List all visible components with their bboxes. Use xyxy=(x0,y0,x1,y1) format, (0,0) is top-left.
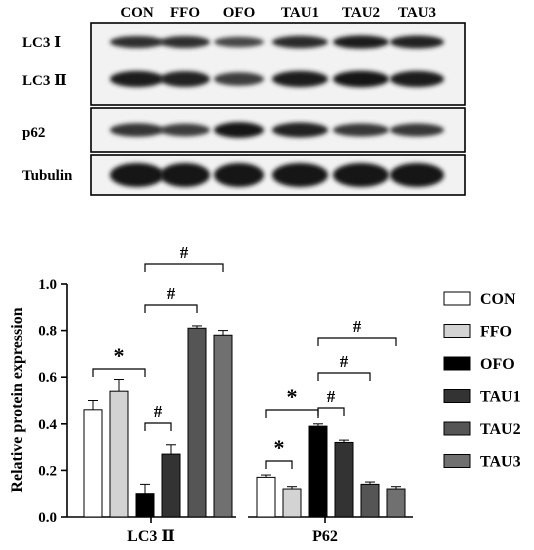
significance-label: * xyxy=(274,435,285,460)
blot-band xyxy=(333,35,389,49)
blot-band xyxy=(390,35,444,49)
blot-band xyxy=(333,163,389,187)
legend-label: FFO xyxy=(480,324,512,341)
significance-label: # xyxy=(327,387,336,406)
lane-label: CON xyxy=(120,5,154,21)
blot-band xyxy=(110,163,164,187)
significance-label: * xyxy=(287,384,298,409)
bar xyxy=(334,441,354,518)
significance-label: # xyxy=(340,352,349,371)
blot-panel xyxy=(90,22,466,106)
lane-label: TAU2 xyxy=(342,5,380,21)
blot-band xyxy=(110,35,164,49)
x-tick-label: P62 xyxy=(312,528,338,545)
y-tick-label: 1.0 xyxy=(38,277,57,293)
blot-row-label: LC3 Ⅰ xyxy=(22,35,61,51)
blot-band xyxy=(160,163,210,187)
significance-bracket xyxy=(144,263,224,272)
bar xyxy=(213,334,233,518)
y-tick-label: 0.8 xyxy=(38,324,57,340)
significance-bracket xyxy=(317,407,345,416)
blot-band xyxy=(110,70,164,88)
significance-bracket xyxy=(265,409,319,418)
legend-label: CON xyxy=(480,291,516,308)
blot-band xyxy=(272,122,328,138)
legend-label: OFO xyxy=(480,356,515,373)
y-tick-label: 0.6 xyxy=(38,370,57,386)
blot-band xyxy=(390,163,444,187)
bar xyxy=(256,476,276,518)
blot-band xyxy=(390,70,444,88)
blot-band xyxy=(272,70,328,88)
blot-band xyxy=(110,123,164,137)
lane-label: OFO xyxy=(223,5,256,21)
bar xyxy=(308,425,328,518)
bar xyxy=(360,483,380,518)
y-axis-label: Relative protein expression xyxy=(9,307,26,492)
lane-label: TAU3 xyxy=(398,5,436,21)
bar-chart: 0.0 0.2 0.4 0.6 0.8 1.0 Relative protein expre… xyxy=(9,243,521,545)
western-blot: CON FFO OFO TAU1 TAU2 TAU3 LC3 Ⅰ LC3 Ⅱ p62 Tubuli… xyxy=(22,5,466,196)
significance-label: * xyxy=(114,343,125,368)
blot-band xyxy=(160,35,210,49)
significance-label: # xyxy=(154,402,163,421)
x-tick-label: LC3 Ⅱ xyxy=(127,528,175,545)
blot-band xyxy=(214,122,264,138)
bar xyxy=(282,488,302,518)
blot-band xyxy=(272,163,328,187)
legend-swatch xyxy=(443,421,471,436)
y-tick-label: 0.0 xyxy=(38,510,57,526)
blot-band xyxy=(272,35,328,49)
lane-label: TAU1 xyxy=(281,5,319,21)
bar xyxy=(83,409,103,518)
legend-swatch xyxy=(443,291,471,306)
bar xyxy=(161,453,181,518)
blot-band xyxy=(214,36,264,48)
blot-band xyxy=(160,123,210,137)
significance-bracket xyxy=(92,368,146,377)
y-tick-label: 0.2 xyxy=(38,463,57,479)
bar xyxy=(187,327,207,518)
significance-bracket xyxy=(265,460,293,469)
blot-band xyxy=(160,71,210,87)
blot-band xyxy=(214,163,264,187)
significance-label: # xyxy=(353,317,362,336)
legend-swatch xyxy=(443,324,471,338)
bar xyxy=(109,390,129,518)
legend-label: TAU2 xyxy=(480,421,521,438)
bar xyxy=(386,488,406,518)
significance-bracket xyxy=(317,337,397,346)
significance-bracket xyxy=(144,304,198,313)
blot-row-label: LC3 Ⅱ xyxy=(22,73,67,89)
legend-swatch xyxy=(443,356,471,371)
blot-band xyxy=(390,123,444,137)
blot-band xyxy=(333,70,389,88)
significance-label: # xyxy=(167,284,176,303)
significance-bracket xyxy=(317,372,371,381)
significance-label: # xyxy=(180,243,189,262)
legend-label: TAU1 xyxy=(480,389,521,406)
blot-band xyxy=(214,72,264,86)
legend-swatch xyxy=(443,454,471,468)
legend-swatch xyxy=(443,389,471,403)
blot-band xyxy=(333,123,389,137)
y-tick-label: 0.4 xyxy=(38,417,57,433)
bar xyxy=(135,493,155,518)
legend-label: TAU3 xyxy=(480,454,521,471)
lane-label: FFO xyxy=(170,5,200,21)
significance-bracket xyxy=(144,422,172,431)
blot-row-label: Tubulin xyxy=(22,168,73,184)
blot-row-label: p62 xyxy=(22,125,45,141)
